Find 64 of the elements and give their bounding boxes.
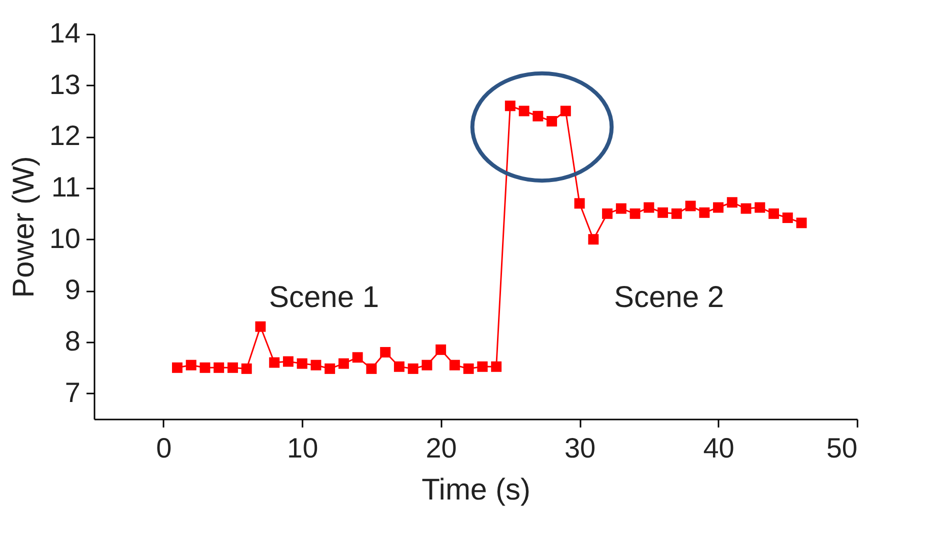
- y-tick-label: 13: [49, 68, 80, 100]
- y-tick-label: 14: [49, 18, 80, 48]
- point: [380, 347, 391, 358]
- point: [366, 363, 377, 374]
- point: [754, 202, 766, 213]
- point: [200, 362, 210, 373]
- point: [518, 106, 530, 116]
- point: [255, 321, 266, 332]
- point: [630, 208, 640, 219]
- point: [408, 363, 418, 374]
- x-axis-title: Time (s): [422, 474, 530, 506]
- x-tick-label: 20: [426, 432, 457, 464]
- point: [685, 200, 696, 212]
- point: [172, 362, 182, 373]
- point: [796, 218, 807, 228]
- point: [768, 208, 780, 219]
- y-tick-label: 10: [49, 222, 80, 254]
- point: [186, 360, 196, 370]
- x-tick-label: 10: [287, 432, 318, 464]
- point: [422, 360, 432, 370]
- y-tick-label: 11: [51, 172, 80, 202]
- point: [269, 357, 280, 368]
- point: [532, 110, 544, 122]
- point: [574, 198, 585, 209]
- x-tick-label: 50: [826, 432, 858, 464]
- point: [713, 202, 724, 213]
- point: [394, 361, 404, 372]
- point: [282, 356, 294, 367]
- point: [491, 361, 502, 372]
- point: [546, 116, 558, 127]
- x-tick-label: 40: [703, 432, 734, 464]
- annotation: Scene 1: [268, 281, 380, 314]
- y-tick-label: 12: [49, 120, 80, 152]
- point: [726, 197, 738, 208]
- point: [214, 362, 224, 373]
- point: [324, 363, 336, 374]
- point: [740, 203, 752, 214]
- y-tick-label: 7: [64, 376, 80, 408]
- point: [782, 212, 793, 224]
- point: [477, 361, 488, 372]
- point: [671, 208, 682, 219]
- point: [296, 358, 308, 369]
- point: [241, 363, 252, 374]
- y-tick-label: 8: [64, 326, 80, 356]
- point: [310, 360, 322, 370]
- point: [338, 358, 349, 369]
- point: [352, 352, 363, 363]
- point: [504, 100, 516, 112]
- point: [616, 203, 626, 214]
- point: [560, 106, 571, 116]
- point: [449, 360, 460, 370]
- y-tick-label: 9: [64, 274, 80, 306]
- point: [658, 207, 668, 218]
- point: [463, 363, 474, 374]
- point: [436, 344, 446, 355]
- x-tick-label: 30: [564, 432, 596, 464]
- x-tick-label: 0: [156, 432, 172, 464]
- point: [588, 234, 599, 245]
- point: [699, 207, 710, 218]
- point: [602, 208, 613, 219]
- y-axis-title: Power (W): [7, 156, 40, 298]
- point: [644, 202, 654, 213]
- point: [227, 362, 238, 373]
- annotation: Scene 2: [614, 281, 724, 314]
